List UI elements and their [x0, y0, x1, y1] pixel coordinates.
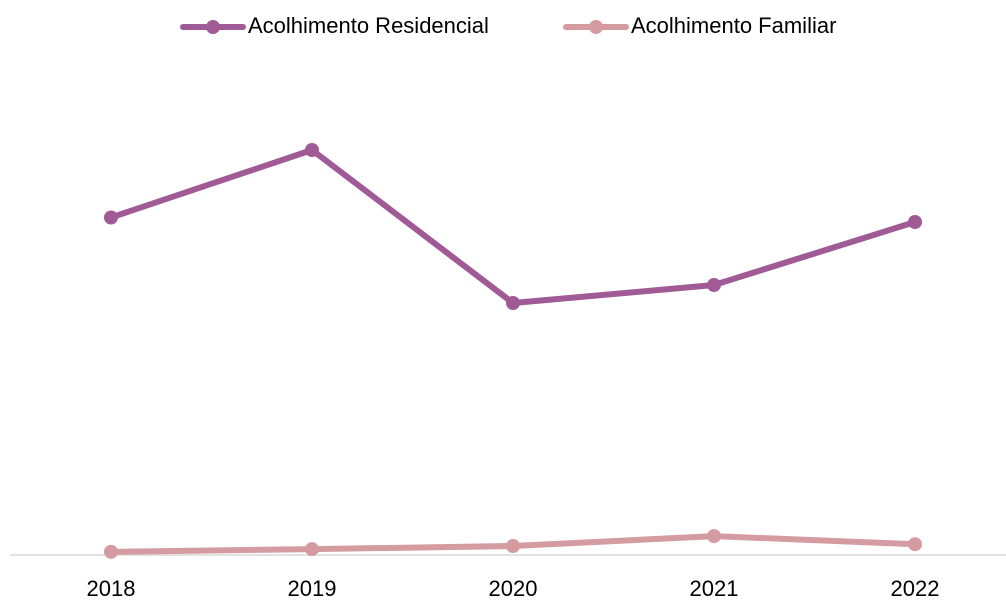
x-tick-label: 2020 [489, 576, 538, 601]
data-point [707, 278, 721, 292]
data-point [104, 544, 118, 559]
x-tick-label: 2018 [87, 576, 136, 601]
series-line [110, 147, 916, 306]
data-point [707, 529, 721, 544]
x-tick-label: 2022 [891, 576, 940, 601]
data-point [908, 537, 922, 552]
data-point [104, 210, 118, 225]
data-point [506, 296, 520, 310]
x-tick-label: 2019 [288, 576, 337, 601]
data-point [305, 542, 319, 557]
legend-label: Acolhimento Familiar [631, 13, 836, 38]
data-point [908, 215, 922, 229]
data-point [506, 539, 520, 553]
x-tick-label: 2021 [690, 576, 739, 601]
legend-marker [589, 20, 603, 34]
legend-label: Acolhimento Residencial [248, 13, 489, 38]
legend-marker [206, 20, 220, 34]
data-point [305, 143, 319, 157]
